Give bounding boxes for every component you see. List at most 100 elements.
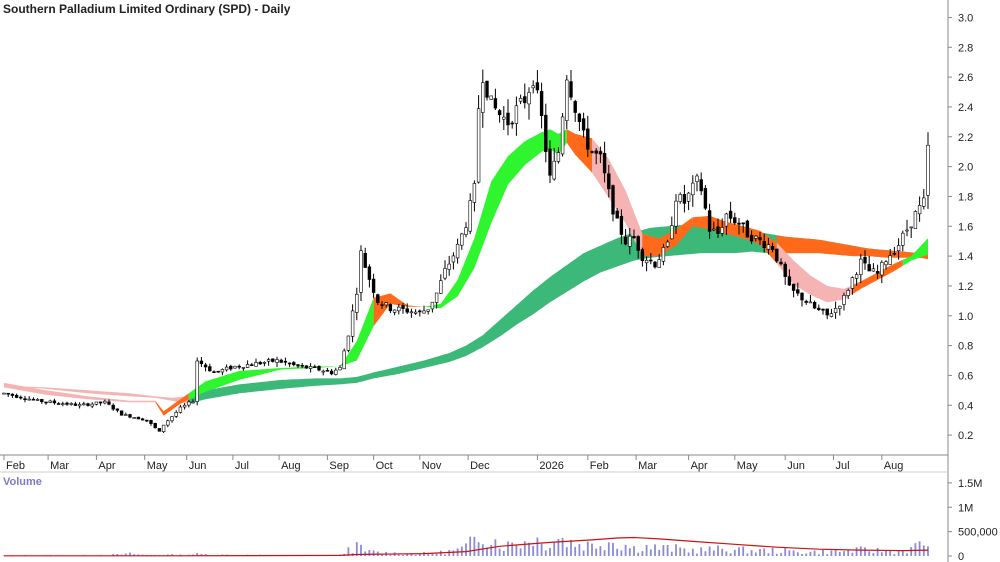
volume-bar bbox=[603, 550, 606, 556]
candle-body bbox=[212, 371, 216, 374]
volume-bar bbox=[712, 550, 715, 556]
y-tick-label: 2.4 bbox=[958, 102, 973, 114]
candle-body bbox=[812, 301, 817, 309]
candle-body bbox=[917, 205, 922, 215]
candle-body bbox=[174, 411, 178, 417]
candle-body bbox=[825, 308, 829, 316]
candle-body bbox=[649, 259, 653, 262]
volume-tick-label: 500,000 bbox=[958, 527, 998, 539]
candle-body bbox=[468, 200, 472, 232]
candle-body bbox=[842, 295, 846, 305]
candle-body bbox=[283, 360, 288, 363]
candle-body bbox=[821, 308, 825, 311]
candle-body bbox=[220, 369, 225, 373]
volume-bar bbox=[624, 544, 627, 556]
x-tick-label: Mar bbox=[50, 460, 69, 472]
volume-bar bbox=[347, 547, 350, 556]
volume-bar bbox=[549, 548, 551, 556]
candle-body bbox=[426, 309, 430, 312]
candle-body bbox=[111, 404, 115, 410]
volume-bar bbox=[133, 554, 136, 556]
volume-bar bbox=[553, 542, 556, 556]
volume-average-line bbox=[4, 536, 929, 557]
candle-body bbox=[451, 255, 456, 263]
candle-body bbox=[19, 396, 23, 399]
candle-body bbox=[913, 211, 918, 230]
candle-body bbox=[674, 200, 678, 227]
candle-body bbox=[136, 416, 141, 420]
candle-body bbox=[800, 292, 804, 301]
candle-body bbox=[796, 289, 800, 294]
candle-body bbox=[418, 310, 422, 313]
candle-body bbox=[502, 116, 506, 120]
candle-body bbox=[98, 401, 103, 404]
volume-bar bbox=[171, 554, 173, 556]
volume-bar bbox=[897, 550, 900, 556]
candle-body bbox=[506, 112, 510, 126]
candle-body bbox=[686, 192, 691, 202]
volume-bar bbox=[355, 542, 358, 556]
volume-bar bbox=[788, 550, 791, 556]
candle-body bbox=[359, 250, 363, 293]
candle-body bbox=[254, 362, 258, 367]
volume-bar bbox=[402, 555, 404, 556]
candle-body bbox=[728, 210, 733, 219]
volume-bar bbox=[780, 553, 782, 556]
candle-body bbox=[338, 366, 342, 371]
candle-body bbox=[720, 227, 724, 234]
volume-bar bbox=[645, 545, 648, 556]
candle-body bbox=[422, 310, 426, 314]
volume-bar bbox=[490, 544, 493, 556]
y-tick-label: 0.6 bbox=[958, 370, 973, 382]
short-ma-band bbox=[373, 293, 424, 327]
y-tick-label: 1.0 bbox=[958, 311, 973, 323]
candle-body bbox=[590, 151, 594, 153]
candle-body bbox=[670, 225, 674, 240]
candle-body bbox=[838, 305, 842, 309]
x-tick-label: Feb bbox=[590, 460, 609, 472]
volume-bar bbox=[750, 550, 753, 556]
x-tick-label: 2026 bbox=[539, 460, 563, 472]
volume-bar bbox=[469, 536, 472, 556]
y-tick-label: 0.8 bbox=[958, 341, 973, 353]
x-tick-label: Jul bbox=[235, 460, 249, 472]
candle-body bbox=[581, 118, 586, 131]
volume-bar bbox=[683, 548, 686, 556]
candle-body bbox=[775, 248, 779, 262]
candle-body bbox=[653, 261, 657, 268]
candle-body bbox=[695, 175, 699, 182]
volume-bar bbox=[435, 553, 438, 556]
candle-body bbox=[325, 369, 330, 372]
candle-body bbox=[271, 358, 275, 362]
candle-body bbox=[279, 359, 283, 363]
candle-body bbox=[166, 420, 170, 426]
candle-body bbox=[884, 261, 888, 266]
short-ma-band bbox=[566, 129, 592, 173]
candle-body bbox=[409, 311, 414, 314]
volume-bar bbox=[591, 543, 593, 556]
chart-title: Southern Palladium Limited Ordinary (SPD… bbox=[3, 2, 291, 16]
volume-bar bbox=[687, 552, 690, 556]
volume-bar bbox=[515, 544, 518, 556]
candle-body bbox=[707, 210, 712, 232]
candle-body bbox=[754, 235, 758, 239]
volume-bar bbox=[721, 548, 724, 556]
x-tick-label: Aug bbox=[884, 460, 904, 472]
candle-body bbox=[86, 403, 90, 406]
volume-bar bbox=[927, 546, 929, 556]
volume-bar bbox=[859, 546, 862, 556]
candle-body bbox=[94, 401, 99, 405]
volume-bar bbox=[112, 554, 115, 556]
candle-body bbox=[77, 404, 82, 407]
short-ma-band bbox=[642, 217, 693, 257]
y-tick-label: 3.0 bbox=[958, 12, 973, 24]
volume-bar bbox=[654, 544, 656, 556]
candle-body bbox=[392, 309, 397, 313]
volume-bar bbox=[507, 541, 509, 556]
candle-body bbox=[296, 364, 300, 367]
candle-body bbox=[846, 289, 850, 296]
candle-body bbox=[682, 194, 687, 204]
volume-bar bbox=[540, 543, 543, 556]
y-tick-label: 2.2 bbox=[958, 132, 973, 144]
x-tick-label: Oct bbox=[376, 460, 393, 472]
